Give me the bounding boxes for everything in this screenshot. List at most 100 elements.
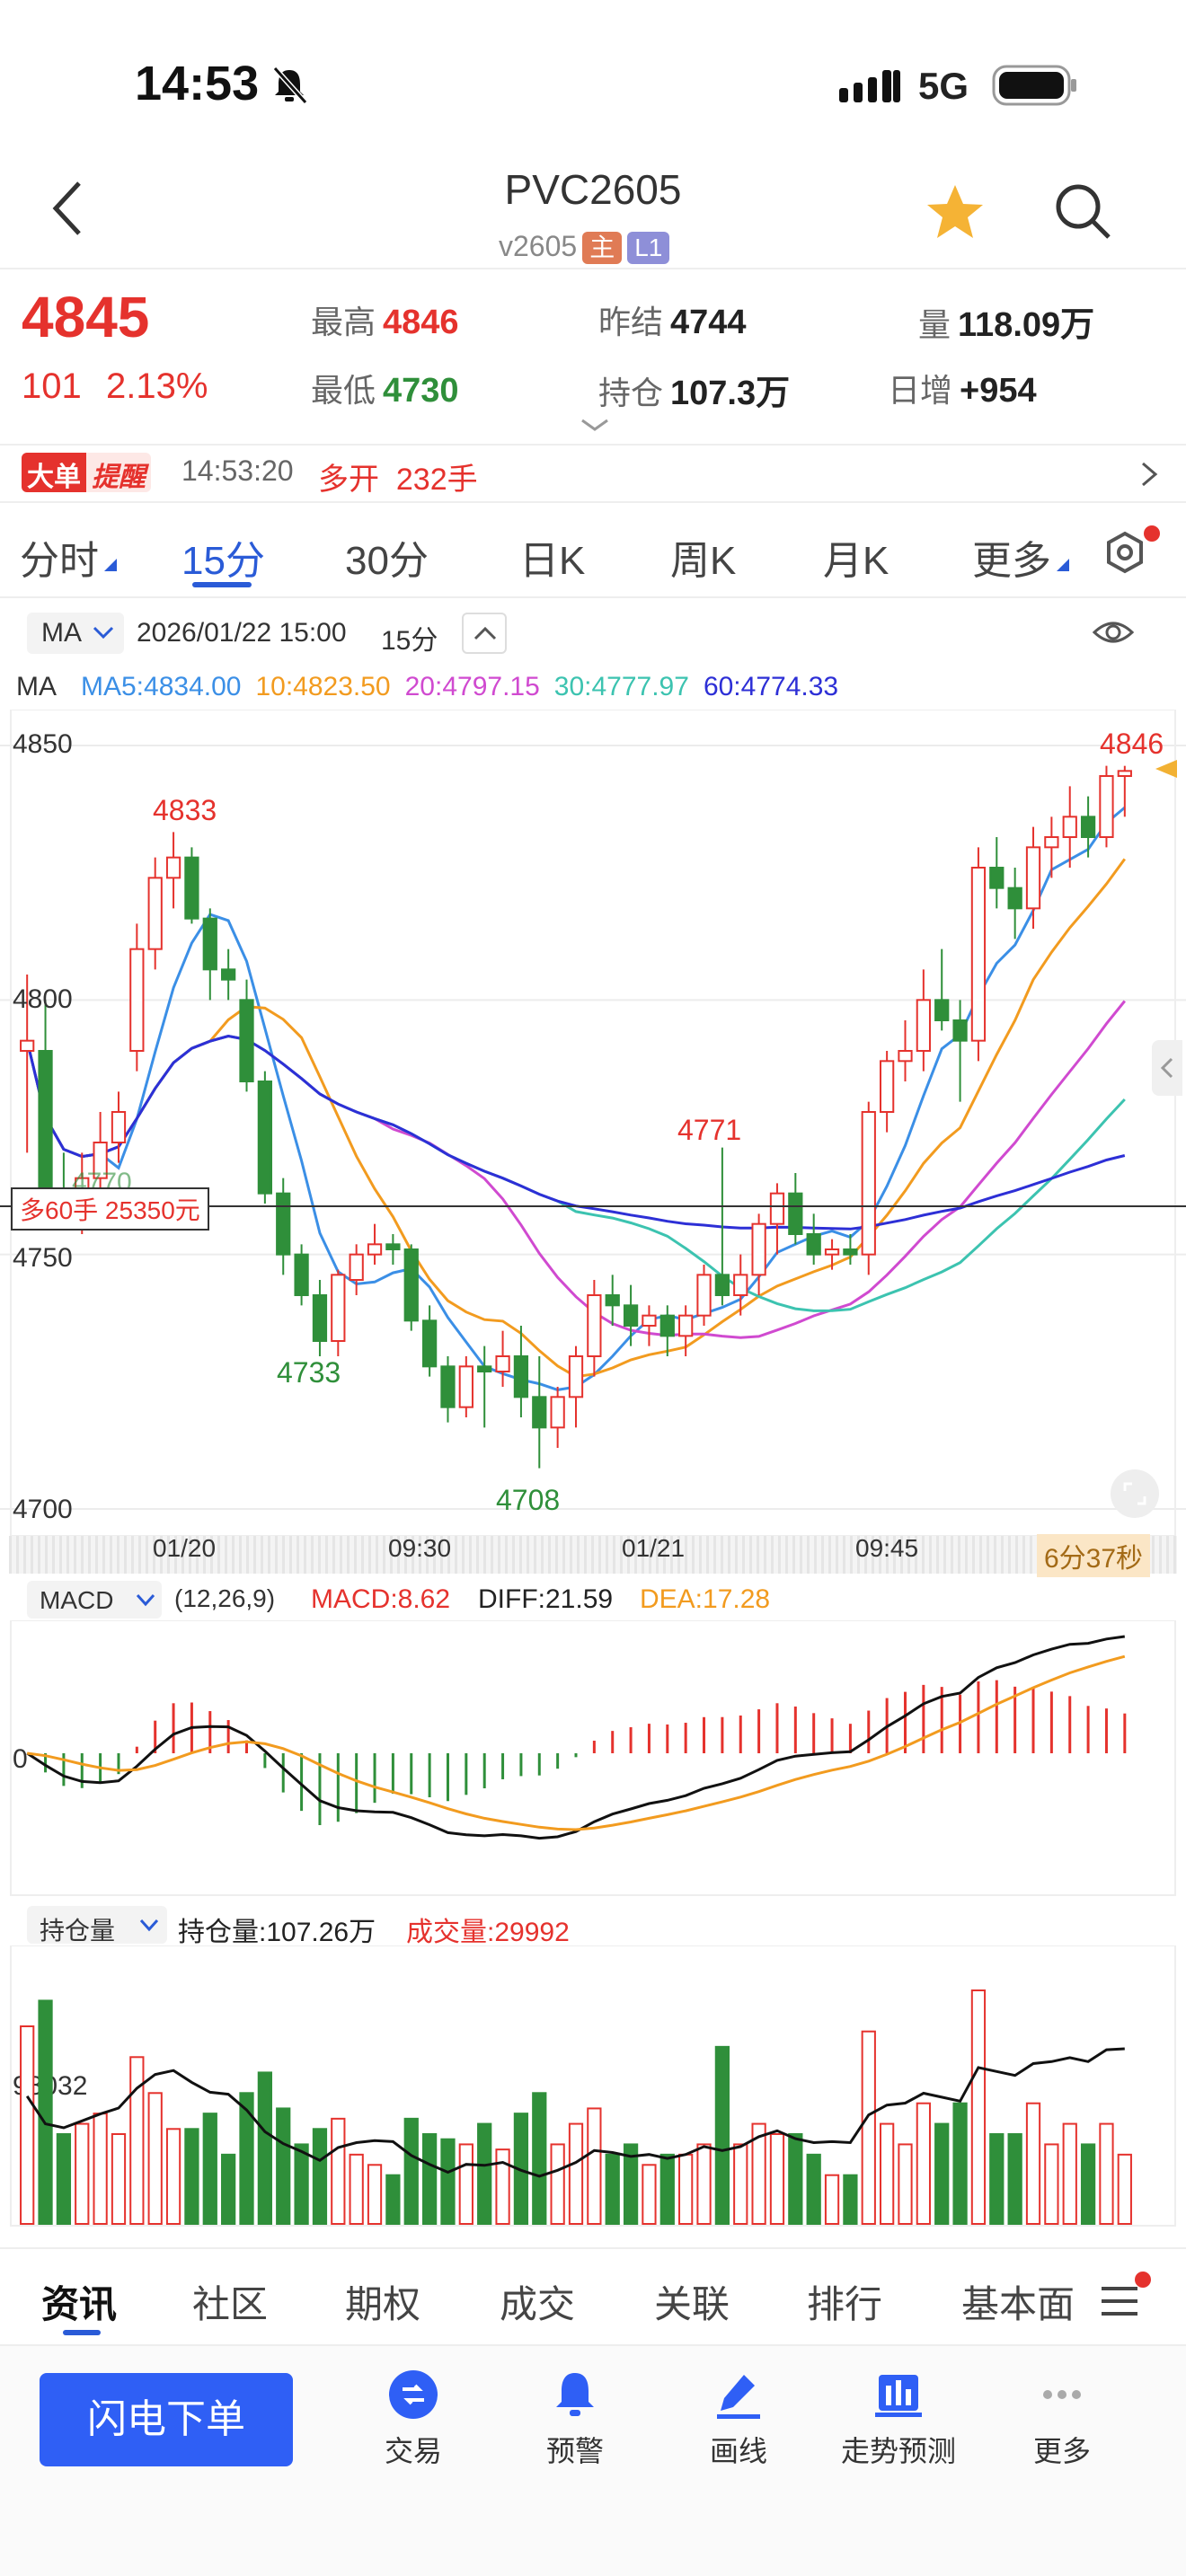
candle-body (367, 1243, 383, 1256)
indicator-select[interactable]: MA (27, 613, 124, 654)
candle-body (806, 1233, 821, 1256)
volume-bar (111, 2133, 127, 2225)
candle-body (1025, 846, 1041, 910)
info-tabs: 资讯 社区 期权 成交 关联 排行 基本面 (0, 2247, 1186, 2342)
volume-bar (403, 2117, 419, 2226)
chevron-left-icon (1160, 1057, 1173, 1079)
reset-zoom-button[interactable] (1111, 1469, 1159, 1518)
tab-more[interactable]: 更多 (972, 539, 1051, 583)
candle-body (385, 1243, 401, 1250)
last-price: 4845 (22, 285, 150, 349)
volume-bar (1099, 2122, 1114, 2225)
oi-value: 持仓量:107.26万 (178, 1918, 376, 1947)
volume-bar (898, 2143, 913, 2225)
back-icon[interactable] (50, 180, 86, 237)
nav-more[interactable]: 更多 (972, 2369, 1152, 2468)
volume-stat: 量 118.09万 (918, 306, 1095, 344)
volume-bar (1080, 2143, 1096, 2225)
candle-body (714, 1274, 730, 1296)
candle-body (147, 877, 163, 950)
favorite-star-icon[interactable] (925, 183, 985, 241)
nav-alert[interactable]: 预警 (485, 2369, 665, 2468)
volume-bar (568, 2122, 584, 2225)
trade-icon (389, 2370, 438, 2419)
volume-bar (751, 2122, 766, 2225)
price-change: 101 (22, 366, 82, 406)
volume-bar (714, 2045, 730, 2225)
tab-weekly[interactable]: 周K (670, 539, 737, 583)
annotation-high-4846: 4846 (1100, 728, 1164, 760)
side-panel-handle[interactable] (1152, 1040, 1182, 1096)
volume-bar (1044, 2143, 1059, 2225)
contract-code: v2605 (499, 230, 578, 262)
ma60-value: 60:4774.33 (703, 672, 839, 701)
candle-body (20, 1039, 35, 1052)
countdown-timer: 6分37秒 (1037, 1534, 1151, 1577)
tab-daily[interactable]: 日K (519, 539, 586, 583)
macd-select[interactable]: MACD (27, 1581, 162, 1619)
prev-settle-stat: 昨结 4744 (598, 304, 747, 341)
collapse-button[interactable] (462, 613, 507, 654)
diff-line (26, 1635, 1126, 1840)
candle-body (970, 867, 987, 1042)
chevron-down-icon (139, 1919, 159, 1932)
expand-chevron-icon[interactable] (579, 417, 611, 433)
chevron-right-icon[interactable] (1139, 460, 1161, 489)
position-tag[interactable]: 多60手 25350元 (11, 1187, 209, 1231)
tab-timeshare[interactable]: 分时 (20, 539, 99, 583)
time-scrollbar[interactable] (9, 1536, 1177, 1574)
tab-options[interactable]: 期权 (345, 2283, 421, 2325)
volume-bar (184, 2128, 199, 2226)
annotation-high-4833: 4833 (153, 794, 217, 826)
candle-body (165, 856, 181, 879)
volume-bar (659, 2153, 675, 2226)
candle-body (202, 917, 217, 971)
volume-bar (769, 2133, 785, 2225)
volume-bar (623, 2143, 639, 2225)
volume-bar (165, 2128, 181, 2226)
nav-forecast[interactable]: 走势预测 (809, 2369, 988, 2468)
tab-monthly[interactable]: 月K (823, 539, 890, 583)
price-axis-4800: 4800 (13, 984, 73, 1014)
candle-body (532, 1396, 547, 1429)
tab-30min[interactable]: 30分 (345, 539, 429, 583)
volume-bar (934, 2122, 950, 2225)
volume-bar (824, 2174, 840, 2225)
dea-line (27, 1654, 1126, 1831)
tab-community[interactable]: 社区 (192, 2283, 269, 2325)
alert-text[interactable]: 多开 232手 (318, 463, 478, 497)
candle-body (184, 856, 199, 920)
menu-icon[interactable] (1098, 2271, 1170, 2325)
candlestick-chart[interactable] (0, 710, 1186, 1545)
tab-trades[interactable]: 成交 (500, 2283, 576, 2325)
oi-select[interactable]: 持仓量 (27, 1906, 167, 1945)
search-icon[interactable] (1053, 181, 1112, 241)
candle-body (1099, 775, 1114, 838)
volume-bar (970, 1989, 987, 2225)
chart-settings-icon[interactable] (1098, 525, 1161, 587)
annotation-low-4733: 4733 (277, 1356, 341, 1389)
nav-draw[interactable]: 画线 (649, 2369, 828, 2468)
news-tab-indicator (63, 2330, 101, 2335)
tab-related[interactable]: 关联 (654, 2283, 730, 2325)
tab-fundamentals[interactable]: 基本面 (961, 2283, 1075, 2325)
tab-15min[interactable]: 15分 (181, 539, 265, 583)
candle-body (294, 1253, 309, 1297)
candle-body (843, 1248, 858, 1256)
eye-icon[interactable] (1091, 614, 1136, 650)
flash-order-button[interactable]: 闪电下单 (40, 2373, 293, 2466)
tab-news[interactable]: 资讯 (41, 2283, 118, 2325)
dropdown-corner-icon (1057, 559, 1069, 571)
candle-body (550, 1396, 565, 1429)
volume-bar (916, 2102, 931, 2225)
volume-bar (38, 1999, 53, 2225)
volume-bar (806, 2153, 821, 2226)
open-interest-stat: 持仓 107.3万 (598, 375, 791, 412)
forecast-icon (875, 2375, 922, 2417)
tab-ranking[interactable]: 排行 (807, 2283, 883, 2325)
nav-trade[interactable]: 交易 (323, 2369, 503, 2468)
volume-bar (421, 2133, 438, 2225)
volume-bar (147, 2092, 163, 2225)
candle-body (331, 1274, 346, 1342)
candle-body (934, 999, 950, 1022)
